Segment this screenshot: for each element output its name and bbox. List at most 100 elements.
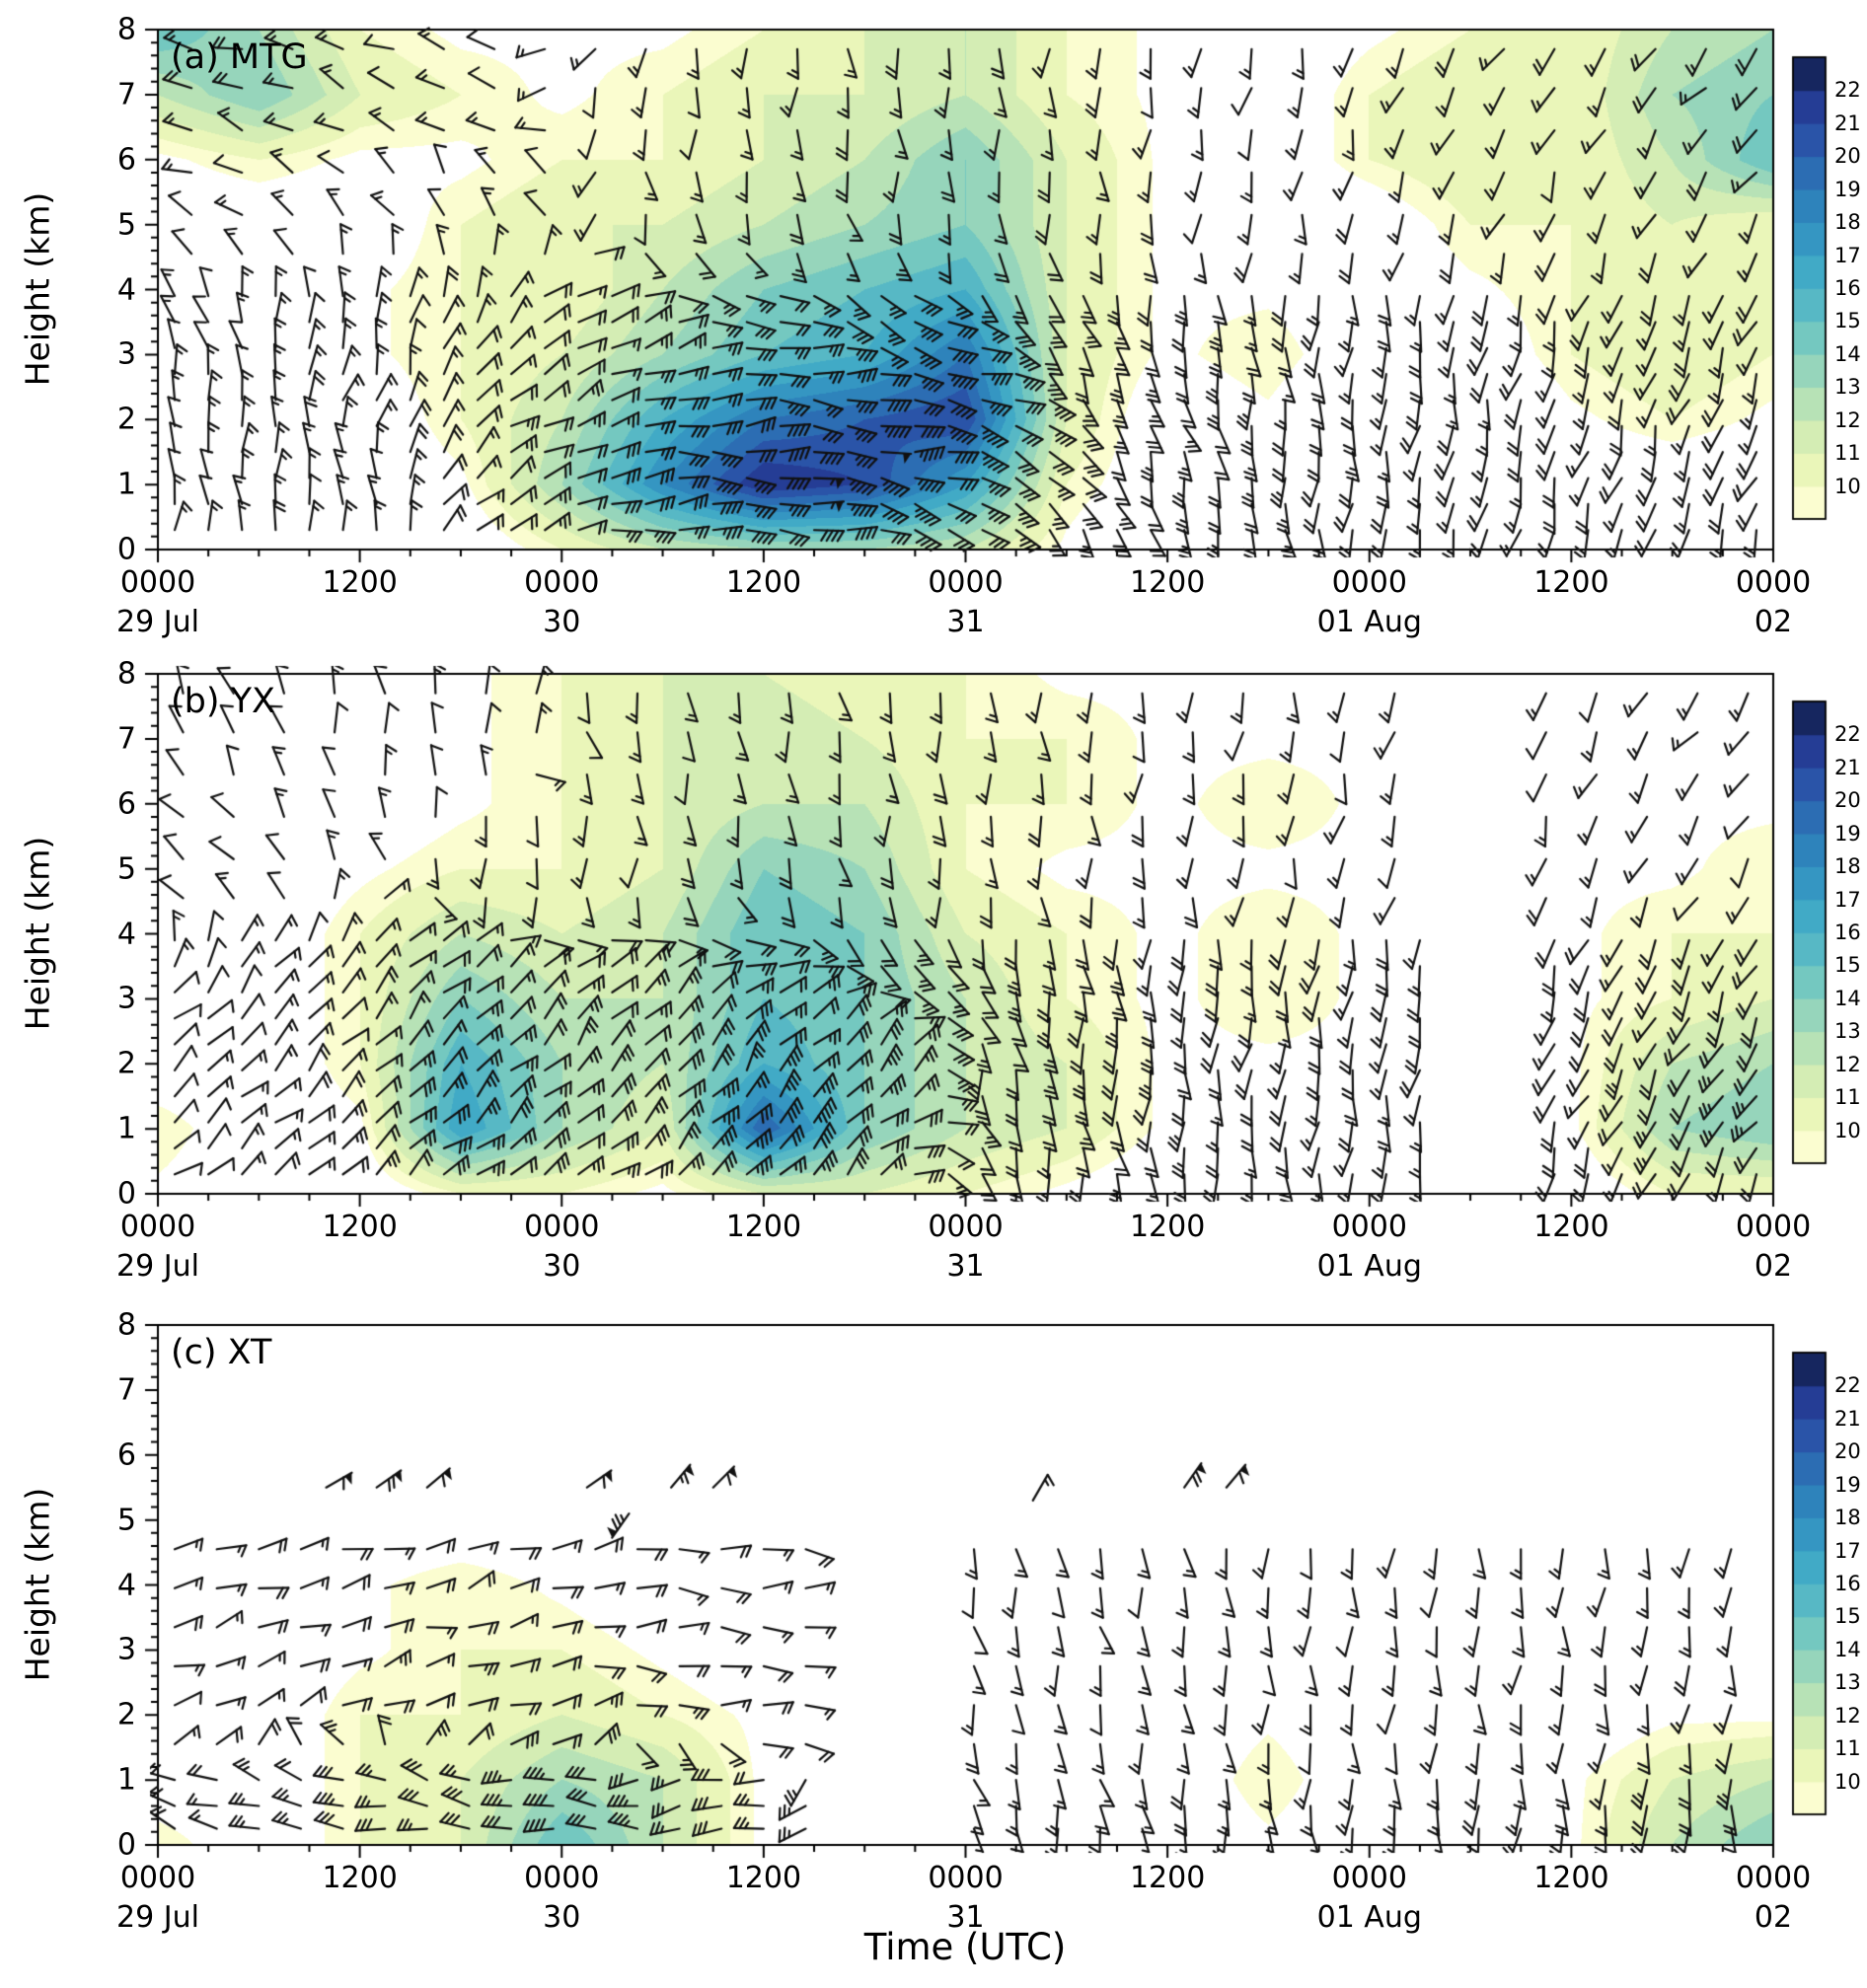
panel-c-title: (c) XT xyxy=(171,1333,272,1372)
x-date-label: 29 Jul xyxy=(116,605,199,639)
x-tick-label: 0000 xyxy=(1331,565,1407,600)
x-date-label: 30 xyxy=(543,1249,581,1284)
colorbar-tick-label: 16 xyxy=(1834,276,1861,300)
colorbar-tick-label: 14 xyxy=(1834,986,1861,1010)
x-tick-label: 0000 xyxy=(119,1861,196,1895)
x-axis-label: Time (UTC) xyxy=(863,1926,1067,1968)
y-tick-label: 0 xyxy=(116,532,136,567)
colorbar-tick-label: 13 xyxy=(1834,375,1861,400)
x-tick-label: 0000 xyxy=(119,565,196,600)
x-tick-label: 1200 xyxy=(1129,565,1206,600)
x-tick-label: 1200 xyxy=(322,565,398,600)
y-tick-label: 8 xyxy=(116,656,136,692)
y-tick-label: 6 xyxy=(116,142,136,178)
y-tick-label: 2 xyxy=(116,1046,136,1081)
x-tick-label: 1200 xyxy=(322,1210,398,1244)
x-tick-label: 1200 xyxy=(1533,565,1609,600)
y-tick-label: 6 xyxy=(116,786,136,822)
x-date-label: 31 xyxy=(946,1900,985,1935)
x-tick-label: 1200 xyxy=(1129,1210,1206,1244)
x-date-label: 31 xyxy=(946,605,985,639)
x-tick-label: 0000 xyxy=(928,565,1004,600)
colorbar-tick-label: 20 xyxy=(1834,144,1861,169)
colorbar-tick-label: 21 xyxy=(1834,1406,1861,1431)
colorbar-tick-label: 12 xyxy=(1834,407,1861,432)
x-tick-label: 1200 xyxy=(1533,1210,1609,1244)
x-tick-label: 1200 xyxy=(1533,1861,1609,1895)
colorbar-tick-label: 20 xyxy=(1834,788,1861,813)
y-tick-label: 5 xyxy=(116,851,136,887)
colorbar-tick-label: 19 xyxy=(1834,821,1861,846)
x-tick-label: 1200 xyxy=(1129,1861,1206,1895)
x-date-label: 29 Jul xyxy=(116,1900,199,1935)
colorbar-tick-label: 21 xyxy=(1834,110,1861,135)
y-tick-label: 1 xyxy=(116,467,136,502)
x-date-label: 02 xyxy=(1754,605,1793,639)
x-tick-label: 1200 xyxy=(725,565,802,600)
x-tick-label: 1200 xyxy=(725,1210,802,1244)
panel-a-title: (a) MTG xyxy=(171,37,308,77)
colorbar-tick-label: 16 xyxy=(1834,1572,1861,1595)
y-axis-label-b: Height (km) xyxy=(18,836,57,1031)
colorbar-tick-label: 12 xyxy=(1834,1703,1861,1728)
x-tick-label: 0000 xyxy=(1331,1210,1407,1244)
x-tick-label: 1200 xyxy=(725,1861,802,1895)
colorbar-tick-label: 18 xyxy=(1834,1506,1861,1530)
y-tick-label: 3 xyxy=(116,336,136,372)
y-tick-label: 7 xyxy=(116,721,136,757)
panel-b-title: (b) YX xyxy=(171,682,276,721)
colorbar-tick-label: 10 xyxy=(1834,474,1861,498)
colorbar-tick-label: 15 xyxy=(1834,953,1861,978)
x-tick-label: 0000 xyxy=(524,1210,600,1244)
colorbar-tick-label: 22 xyxy=(1834,1373,1861,1398)
colorbar-tick-label: 22 xyxy=(1834,78,1861,103)
x-date-label: 01 Aug xyxy=(1316,605,1422,639)
x-tick-label: 0000 xyxy=(524,565,600,600)
y-tick-label: 0 xyxy=(116,1176,136,1212)
colorbar-tick-label: 14 xyxy=(1834,1637,1861,1661)
colorbar-tick-label: 14 xyxy=(1834,341,1861,366)
x-date-label: 02 xyxy=(1754,1900,1793,1935)
x-date-label: 29 Jul xyxy=(116,1249,199,1284)
y-tick-label: 4 xyxy=(116,1568,136,1602)
y-tick-label: 2 xyxy=(116,402,136,437)
colorbar-tick-label: 19 xyxy=(1834,1472,1861,1497)
x-date-label: 02 xyxy=(1754,1249,1793,1284)
y-tick-label: 2 xyxy=(116,1697,136,1732)
colorbar-tick-label: 11 xyxy=(1834,1085,1861,1110)
x-tick-label: 0000 xyxy=(119,1210,196,1244)
colorbar-tick-label: 15 xyxy=(1834,309,1861,333)
colorbar-tick-label: 17 xyxy=(1834,887,1861,912)
colorbar-tick-label: 17 xyxy=(1834,1538,1861,1563)
x-tick-label: 0000 xyxy=(928,1210,1004,1244)
y-tick-label: 1 xyxy=(116,1111,136,1146)
x-date-label: 30 xyxy=(543,1900,581,1935)
y-tick-label: 8 xyxy=(116,12,136,47)
y-tick-label: 7 xyxy=(116,77,136,112)
colorbar-tick-label: 19 xyxy=(1834,177,1861,201)
x-tick-label: 0000 xyxy=(928,1861,1004,1895)
colorbar-tick-label: 11 xyxy=(1834,441,1861,466)
x-date-label: 01 Aug xyxy=(1316,1249,1422,1284)
colorbar-tick-label: 13 xyxy=(1834,1019,1861,1044)
colorbar-tick-label: 10 xyxy=(1834,1118,1861,1142)
colorbar-tick-label: 15 xyxy=(1834,1604,1861,1629)
x-tick-label: 0000 xyxy=(1735,1210,1812,1244)
y-tick-label: 4 xyxy=(116,272,136,307)
x-tick-label: 0000 xyxy=(1735,565,1812,600)
y-tick-label: 7 xyxy=(116,1372,136,1408)
colorbar-tick-label: 12 xyxy=(1834,1052,1861,1076)
x-date-label: 30 xyxy=(543,605,581,639)
colorbar-tick-label: 11 xyxy=(1834,1736,1861,1761)
colorbar-tick-label: 20 xyxy=(1834,1439,1861,1464)
y-tick-label: 0 xyxy=(116,1827,136,1863)
y-tick-label: 5 xyxy=(116,1503,136,1538)
colorbar-tick-label: 16 xyxy=(1834,920,1861,944)
x-date-label: 01 Aug xyxy=(1316,1900,1422,1935)
colorbar-tick-label: 18 xyxy=(1834,210,1861,235)
x-date-label: 31 xyxy=(946,1249,985,1284)
colorbar-tick-label: 13 xyxy=(1834,1670,1861,1695)
y-axis-label-a: Height (km) xyxy=(18,191,57,387)
